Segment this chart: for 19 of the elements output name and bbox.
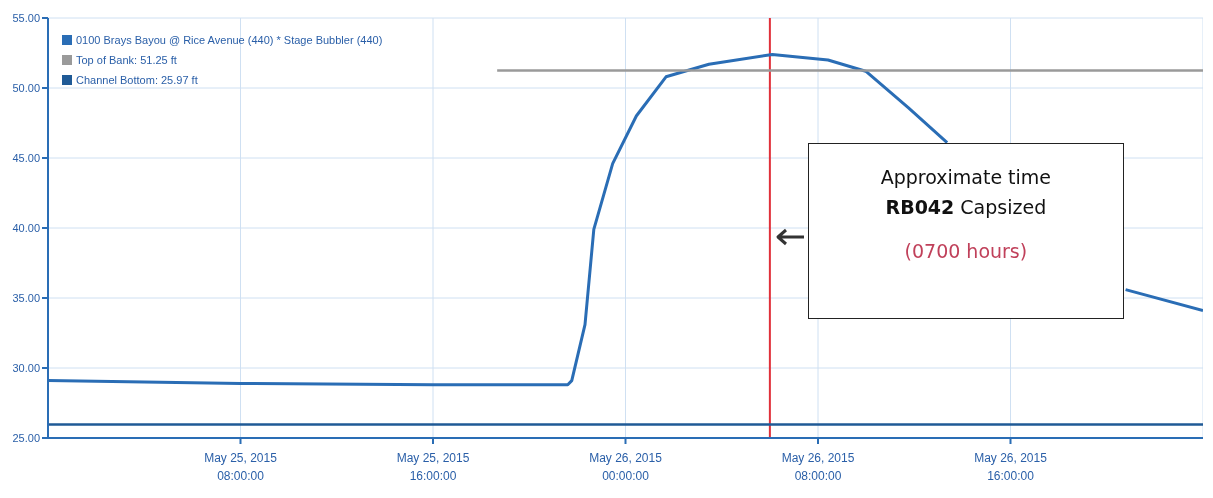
y-tick-label: 40.00 bbox=[12, 221, 40, 234]
x-tick-label: May 25, 2015 08:00:00 bbox=[204, 451, 278, 483]
y-tick-label: 50.00 bbox=[12, 81, 40, 94]
x-tick-label: May 26, 2015 00:00:00 bbox=[589, 451, 663, 483]
annotation: (0700 hours) bbox=[903, 239, 1029, 264]
x-tick-label: May 26, 2015 16:00:00 bbox=[974, 451, 1048, 483]
y-tick-label: 35.00 bbox=[12, 291, 40, 304]
x-tick-label: May 25, 2015 16:00:00 bbox=[396, 451, 470, 483]
legend-label: Channel Bottom: 25.97 ft bbox=[76, 73, 198, 88]
annotation: Approximate time bbox=[879, 165, 1053, 190]
text-box: Approximate time RB042 Capsized (0700 hours) bbox=[807, 143, 1124, 319]
annotation: RB042 Capsized bbox=[884, 195, 1048, 220]
y-tick-label: 30.00 bbox=[12, 361, 40, 374]
x-tick-label: May 26, 2015 08:00:00 bbox=[781, 451, 855, 483]
legend-label: Top of Bank: 51.25 ft bbox=[76, 53, 177, 68]
y-tick-label: 45.00 bbox=[12, 151, 40, 164]
y-tick-label: 55.00 bbox=[12, 11, 40, 24]
y-tick-label: 25.00 bbox=[12, 431, 40, 444]
legend-label: 0100 Brays Bayou @ Rice Avenue (440) * Stage Bubbler (440) bbox=[76, 33, 383, 48]
